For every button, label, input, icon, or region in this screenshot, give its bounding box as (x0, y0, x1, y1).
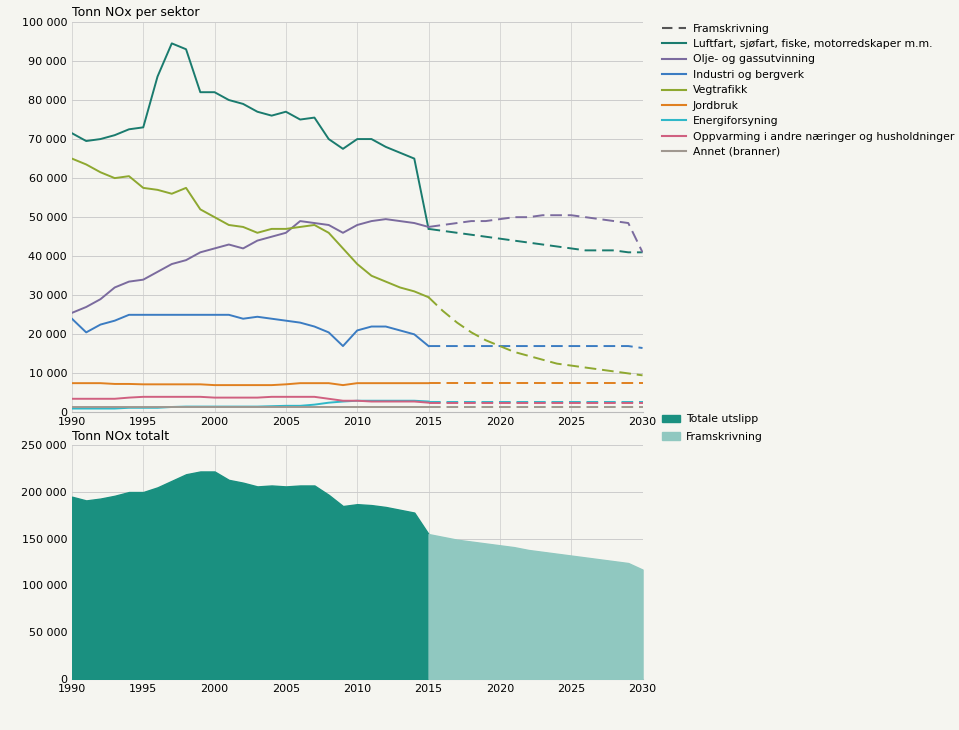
Text: Tonn NOx per sektor: Tonn NOx per sektor (72, 7, 199, 19)
Text: Tonn NOx totalt: Tonn NOx totalt (72, 430, 169, 442)
Legend: Framskrivning, Luftfart, sjøfart, fiske, motorredskaper m.m., Olje- og gassutvin: Framskrivning, Luftfart, sjøfart, fiske,… (663, 23, 954, 157)
Legend: Totale utslipp, Framskrivning: Totale utslipp, Framskrivning (663, 414, 763, 442)
